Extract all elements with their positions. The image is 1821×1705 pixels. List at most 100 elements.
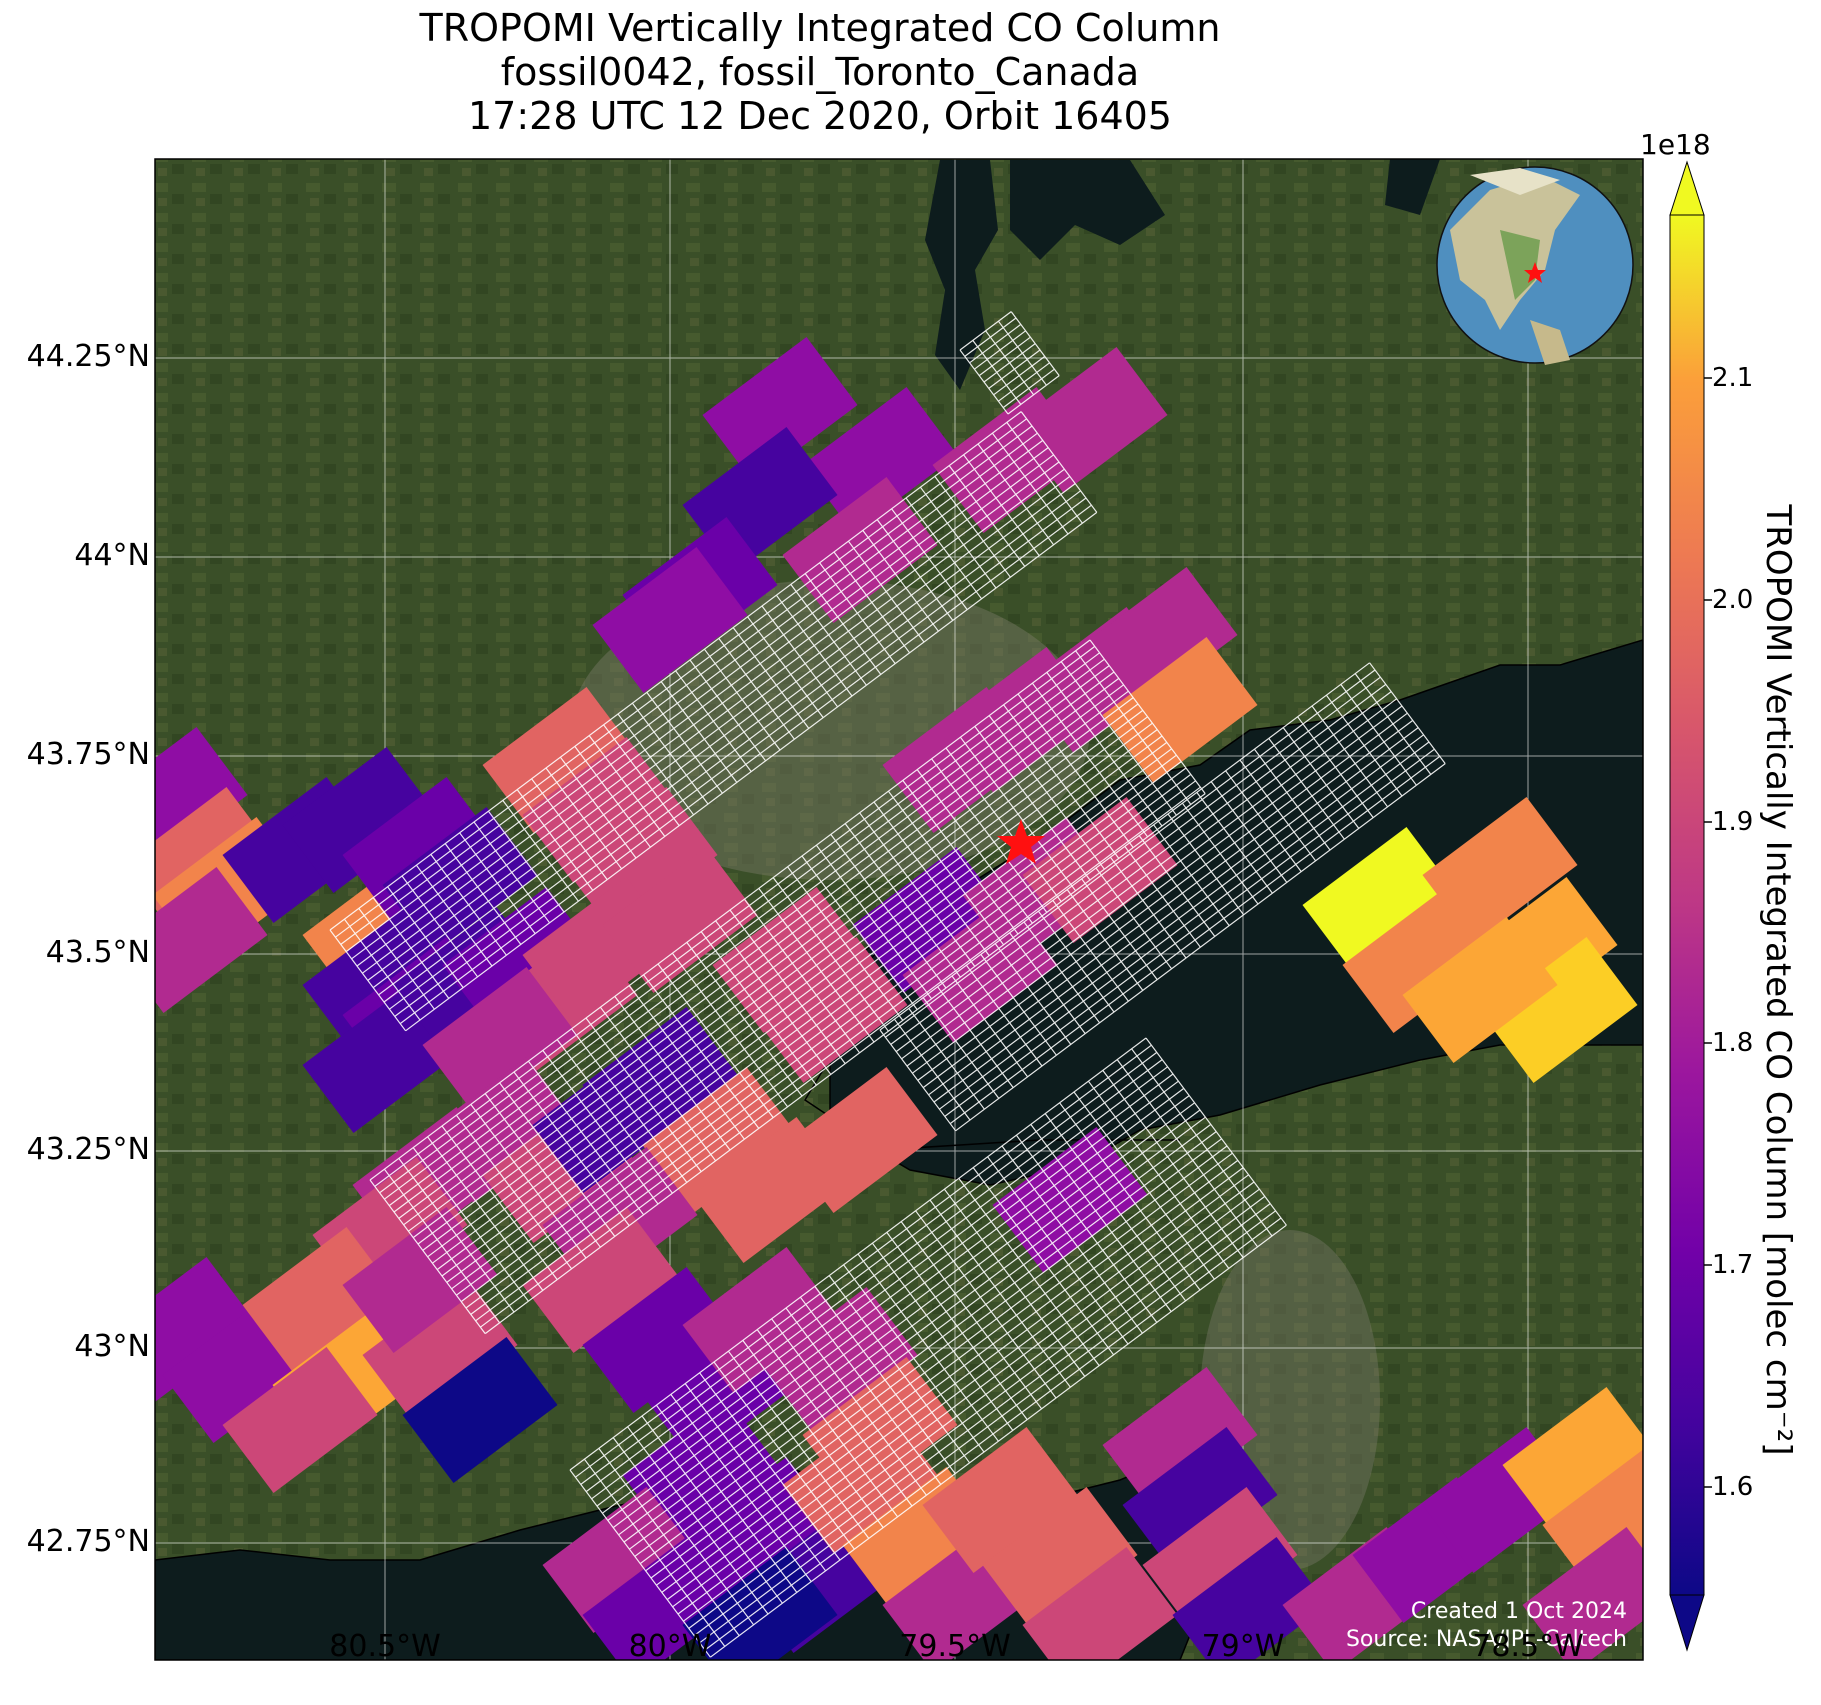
grid-line [928,727,1419,1096]
lat-label-43-25: 43.25°N [26,1132,150,1167]
lon-label-79: 79°W [1201,1629,1285,1664]
grid-line [629,1116,1206,1550]
colorbar-tick-1-6: 1.6 [1712,1472,1754,1502]
co-pixel [702,337,858,483]
co-pixel [342,777,498,923]
co-pixel [782,1067,938,1213]
grid-line [645,1138,1222,1572]
grid-line [379,652,1100,1194]
lat-label-43-5: 43.5°N [45,935,150,970]
grid-line [403,684,1124,1226]
grid-line [329,411,1022,931]
co-pixel [782,477,938,623]
grid-line [575,1044,1152,1478]
grid-line [335,418,1027,938]
co-pixel [282,747,438,893]
grid-line [901,691,1392,1060]
co-pixel [382,807,538,953]
grid-line [465,767,1187,1309]
grid-line [895,683,1387,1053]
grid-line [405,511,1098,1032]
co-pixel [1122,1427,1278,1573]
grid-line [917,712,1408,1081]
grid-line [417,703,1139,1245]
co-pixel [222,1347,378,1493]
georgian-bay [1385,159,1440,215]
grid-line [683,1188,1260,1622]
grid-line [460,761,1182,1303]
co-pixel [1102,1367,1258,1513]
co-pixel [1342,887,1498,1033]
grid-line [885,669,1376,1038]
lon-label-79-5: 79.5°W [899,1629,1011,1664]
grid-line [372,468,1065,989]
grid-line [384,658,1105,1200]
grid-line [969,323,1022,364]
co-pixel [592,547,748,693]
co-pixel [982,1487,1138,1633]
grid-line [412,697,1134,1239]
credit-created: Created 1 Oct 2024 [1411,1599,1627,1624]
grid-line [408,690,1129,1232]
lat-label-42-75: 42.75°N [26,1524,150,1559]
grid-line [933,734,1424,1103]
grid-line [978,336,1031,377]
co-pixel [1172,1537,1328,1660]
lat-label-43: 43°N [74,1329,150,1364]
grid-line [922,719,1414,1089]
map-border [154,158,1644,1661]
grid-line [623,1109,1201,1543]
co-pixel [1022,1547,1178,1660]
grid-line [480,786,1201,1328]
co-pixel [802,387,958,533]
grid-line [356,447,1049,967]
co-pixel [242,1227,398,1373]
grid-line [1007,375,1060,415]
grid-line [656,1152,1233,1586]
co-pixel [1522,1527,1643,1660]
lon-label-78-5: 78.5°W [1472,1629,1584,1664]
grid-line [451,748,1172,1290]
globe-icon [1436,166,1634,365]
grid-line [1002,368,1055,409]
grid-line [672,1174,1249,1608]
grid-line [677,1181,1255,1615]
co-pixel [1302,827,1458,973]
grid-line [618,1102,1195,1536]
grid-line [699,1210,1276,1644]
lon-label-80: 80°W [628,1629,712,1664]
grid-line [470,773,1192,1315]
grid-line [879,662,1370,1031]
grid-line [393,671,1115,1213]
lat-label-44: 44°N [74,538,150,573]
co-pixel [482,687,638,833]
grid-line [362,454,1054,974]
grid-line [345,432,1038,953]
footprint-grids [329,311,1446,1658]
colorbar-tick-2-0: 2.0 [1712,585,1754,615]
grid-line [399,504,1092,1025]
grid-line [906,698,1397,1067]
credit-source: Source: NASA/JPL-Caltech [1346,1627,1627,1652]
co-pixel [1082,567,1238,713]
grid-line [427,716,1148,1258]
colorbar-extend-low [1669,1594,1705,1652]
grid-line [607,1087,1185,1521]
grid-line [693,1203,1271,1637]
grid-line [993,355,1046,396]
co-pixel [602,847,758,993]
grid-line [432,722,1153,1264]
grid-line [475,780,1196,1322]
grid-line [351,439,1044,960]
grid-line [666,1167,1244,1601]
colorbar-tick-1-8: 1.8 [1712,1028,1754,1058]
lake-simcoe-east [1010,160,1165,260]
grid-line [912,705,1403,1074]
colorbar [1669,160,1712,1652]
grid-line [949,755,1441,1125]
grid-line [398,677,1120,1219]
grid-line [446,741,1168,1283]
grid-line [964,317,1017,357]
co-pixel [302,987,458,1133]
